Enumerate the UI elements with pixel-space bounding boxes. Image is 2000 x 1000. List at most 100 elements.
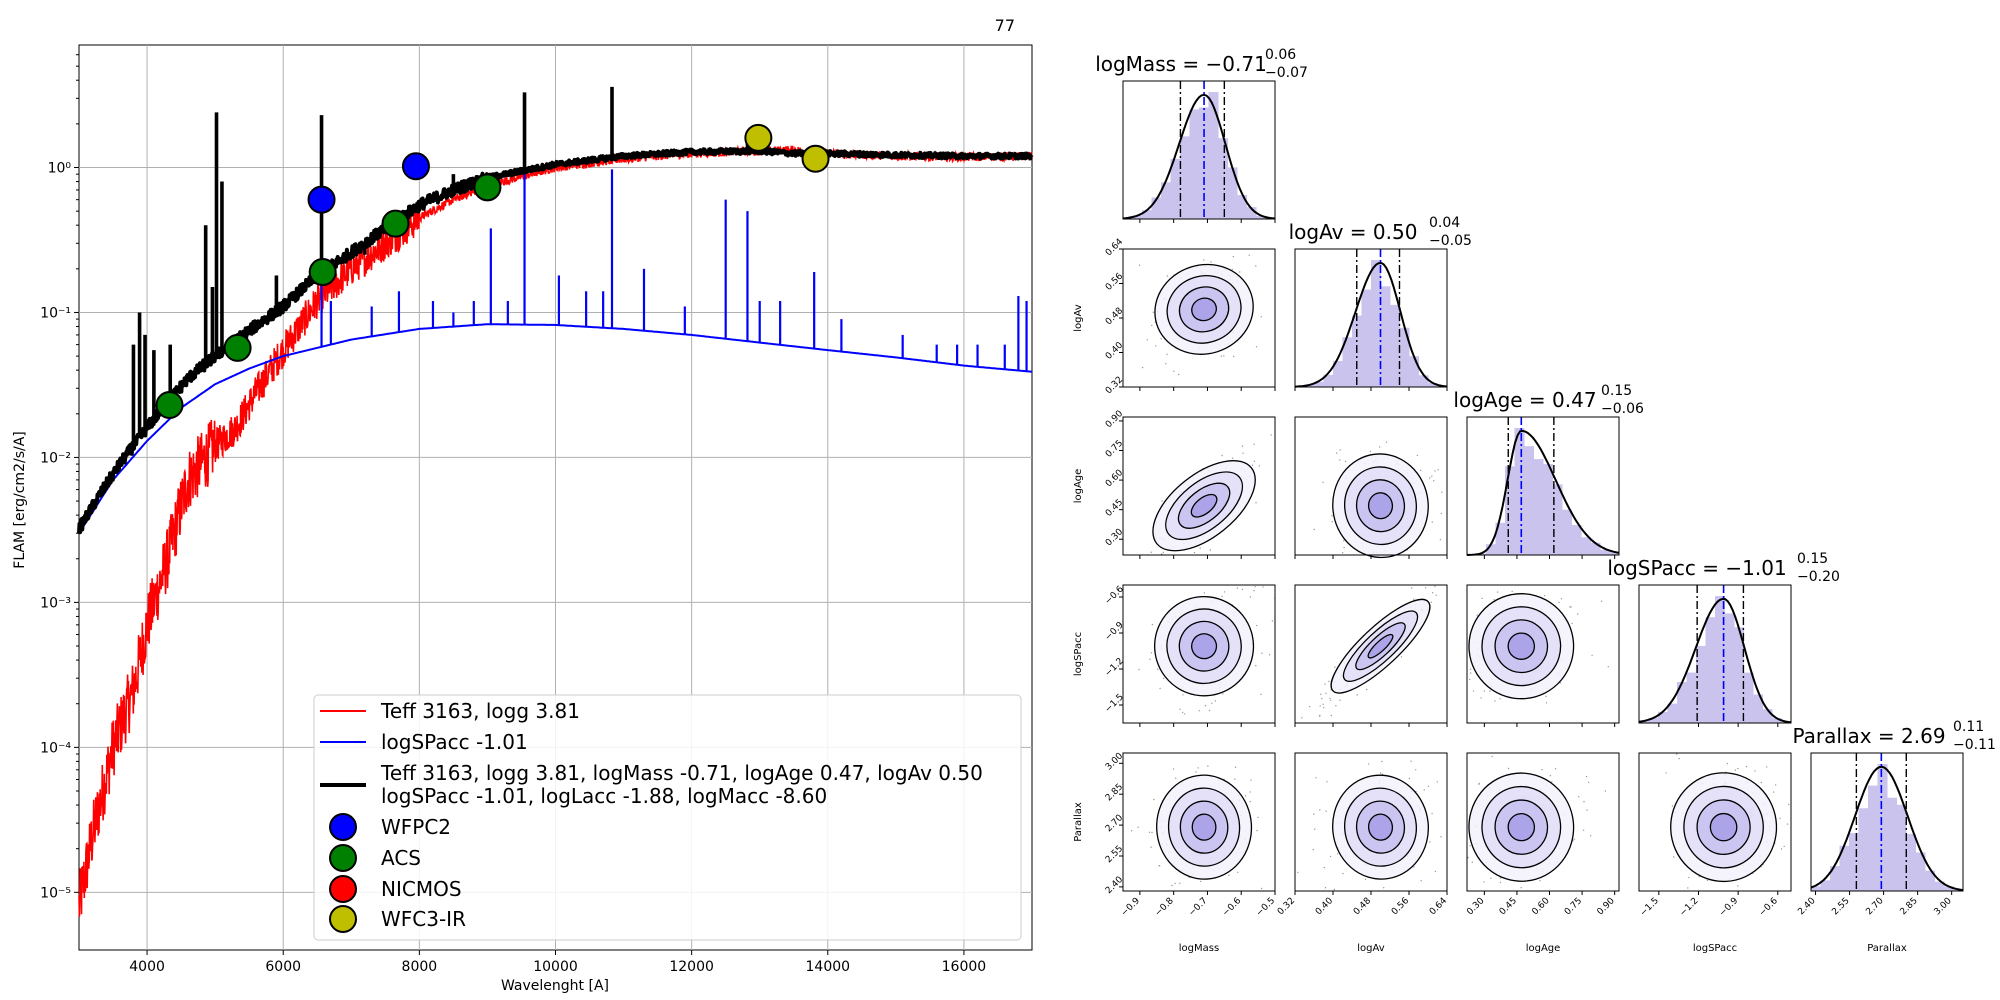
legend-acs-marker [329, 844, 357, 872]
corner-panel-logSPacc-logAv [1294, 584, 1448, 727]
sample-point [1383, 887, 1385, 889]
sample-point [1416, 454, 1419, 457]
sample-point [1437, 469, 1439, 471]
sample-point [1270, 434, 1273, 436]
sample-point [1499, 877, 1502, 879]
sample-point [1214, 700, 1217, 702]
density-contour [1367, 492, 1394, 520]
sed-x-tick-label: 12000 [669, 959, 714, 975]
corner-y-tick-label: 0.64 [1104, 237, 1125, 258]
corner-x-axis-label: Parallax [1867, 943, 1907, 954]
corner-panel-Parallax-logAge: 0.30 0.45 0.60 0.75 0.90 logAge [1465, 752, 1620, 954]
legend-black-label-1: Teff 3163, logg 3.81, logMass -0.71, log… [380, 761, 983, 785]
sample-point [1260, 887, 1263, 890]
photometry-wfpc2-point [401, 152, 430, 181]
corner-title-lower-error: −0.07 [1265, 65, 1308, 81]
sample-point [1415, 769, 1417, 771]
sample-point [1182, 694, 1184, 696]
corner-panel-Parallax-logSPacc: −1.5 −1.2 −0.9 −0.6 logSPacc [1638, 752, 1792, 954]
sample-point [1313, 528, 1315, 531]
sample-point [1241, 445, 1244, 447]
legend-box [313, 694, 1022, 941]
sample-point [1431, 475, 1433, 477]
sample-point [1221, 454, 1223, 457]
corner-x-tick-label: −0.9 [1718, 896, 1741, 919]
histogram-bar [1151, 197, 1162, 219]
sample-point [1255, 665, 1257, 667]
sed-x-axis-label: Wavelenght [A] [501, 978, 609, 994]
sample-point [1400, 656, 1403, 658]
sample-point [1157, 668, 1159, 670]
sample-point [1221, 595, 1223, 598]
legend-nicmos-marker [329, 875, 357, 903]
histogram-bar [1246, 207, 1257, 219]
sample-point [1334, 666, 1336, 668]
legend-wfpc2-marker [329, 813, 357, 841]
sample-point [1253, 589, 1255, 592]
sample-point [1330, 699, 1332, 701]
corner-y-axis-label: logAge [1073, 469, 1084, 504]
sample-point [1321, 697, 1323, 700]
histogram-bar [1944, 886, 1954, 891]
histogram-bar [1581, 537, 1591, 555]
panel-frame [1638, 752, 1792, 892]
corner-y-tick-label: 0.45 [1104, 498, 1125, 519]
sample-point [1175, 777, 1177, 779]
kde-curve [1294, 261, 1448, 388]
corner-x-tick-label: 0.90 [1596, 896, 1617, 917]
sample-point [1323, 707, 1325, 709]
corner-panel-Parallax-logMass: −0.9 −0.8 −0.7 −0.6 −0.5 logMass 2.40 2.55 2.70 2… [1073, 751, 1277, 954]
corner-x-axis-label: logSPacc [1693, 943, 1737, 954]
sample-point [1408, 777, 1411, 780]
histogram-bar [1762, 709, 1773, 723]
corner-panel-logAv-logAv: logAv = 0.50 0.04 −0.05 [1289, 215, 1472, 391]
histogram-bar [1390, 304, 1400, 387]
sample-point [1241, 588, 1244, 591]
density-contour [1709, 812, 1738, 842]
photometry-wfpc2-point [307, 185, 336, 214]
panel-frame [1638, 584, 1792, 724]
sample-point [1678, 757, 1680, 760]
sample-point [1780, 848, 1783, 850]
sample-point [1577, 613, 1579, 615]
sample-point [1337, 853, 1339, 855]
sample-point [1184, 713, 1186, 715]
sed-x-tick-label: 8000 [402, 959, 438, 975]
histogram-bar [1667, 703, 1678, 723]
sample-point [1469, 668, 1472, 670]
histogram-bar [1849, 833, 1859, 891]
sample-point [1430, 601, 1433, 603]
sample-point [1429, 477, 1431, 479]
histogram-bar [1934, 881, 1945, 891]
histogram-bar [1887, 797, 1897, 891]
histogram-bar [1361, 289, 1372, 387]
sample-point [1545, 695, 1547, 698]
histogram-bar [1227, 167, 1238, 219]
histogram-bar [1342, 337, 1353, 387]
histogram-bar [1877, 764, 1888, 891]
sample-point [1312, 849, 1315, 851]
corner-title-upper-error: 0.11 [1953, 719, 1984, 735]
histogram-bar [1734, 627, 1744, 723]
sample-point [1260, 316, 1263, 318]
sample-point [1138, 264, 1141, 266]
sample-point [1253, 443, 1255, 445]
sample-point [1150, 551, 1153, 553]
sample-point [1166, 353, 1168, 355]
sample-point [1786, 823, 1789, 825]
sample-point [1440, 512, 1443, 515]
histogram-bar [1132, 215, 1143, 219]
sample-point [1434, 870, 1437, 873]
corner-panel-Parallax-logAv: 0.32 0.40 0.48 0.56 0.64 logAv [1276, 752, 1449, 954]
sample-point [1439, 539, 1442, 541]
sample-point [1604, 790, 1607, 792]
sed-y-tick-label: 10⁻⁴ [40, 740, 71, 756]
sample-point [1342, 872, 1344, 875]
sample-point [1333, 888, 1336, 891]
sed-y-tick-label: 10⁻¹ [40, 305, 71, 321]
sample-point [1209, 549, 1212, 551]
corner-panel-logAv-logMass: 0.32 0.40 0.48 0.56 0.64 logAv [1073, 237, 1276, 396]
sed-y-ticks: 10⁻⁵ 10⁻⁴ 10⁻³ 10⁻² 10⁻¹ 10⁰ [40, 54, 79, 901]
histogram-bar [1256, 215, 1266, 219]
sample-point [1344, 460, 1347, 463]
